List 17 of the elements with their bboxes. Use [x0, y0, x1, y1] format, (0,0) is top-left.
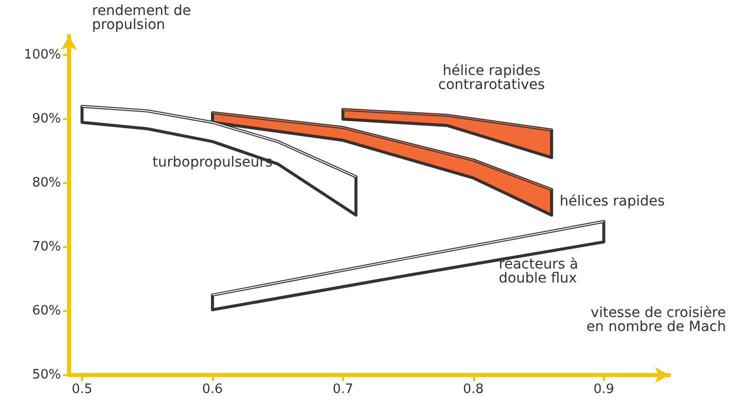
series-label: hélice rapides contrarotatives: [438, 63, 545, 94]
x-tick-label: 0.6: [202, 382, 223, 397]
x-tick-label: 0.5: [72, 382, 92, 397]
y-tick-label: 100%: [24, 48, 61, 63]
x-axis-title: vitesse de croisière en nombre de Mach: [586, 305, 726, 335]
y-tick-label: 80%: [32, 176, 61, 191]
x-tick-label: 0.9: [593, 382, 614, 397]
series-label: hélices rapides: [560, 194, 665, 210]
x-tick-label: 0.7: [332, 382, 354, 397]
y-tick-label: 50%: [32, 368, 61, 382]
series-label: turbopropulseurs: [152, 154, 272, 170]
series-label: réacteurs à double flux: [498, 256, 578, 286]
y-tick-label: 70%: [32, 240, 61, 255]
y-tick-label: 90%: [32, 112, 61, 127]
x-tick-label: 0.8: [463, 382, 484, 397]
y-axis-title: rendement de propulsion: [92, 3, 191, 33]
y-tick-label: 60%: [32, 304, 61, 319]
